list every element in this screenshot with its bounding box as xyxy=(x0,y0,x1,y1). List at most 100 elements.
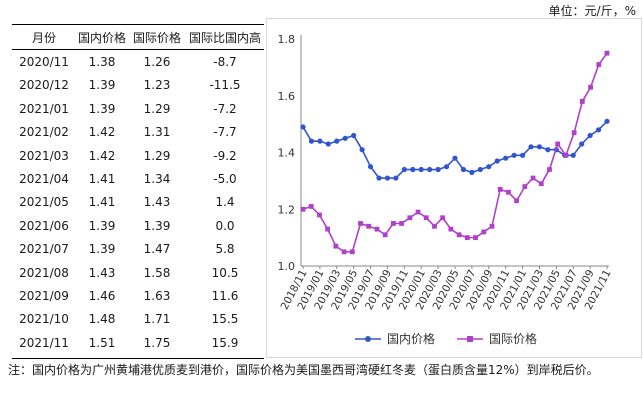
cell-domestic: 1.39 xyxy=(88,218,116,233)
data-point-international xyxy=(604,50,610,56)
table-row: 2021/06 1.39 1.39 0.0 xyxy=(12,217,264,242)
cell-domestic: 1.46 xyxy=(88,289,116,303)
cell-diff: 11.6 xyxy=(211,289,239,303)
table-row: 2021/11 1.51 1.75 15.9 xyxy=(12,334,264,359)
data-point-domestic xyxy=(308,138,315,144)
data-point-domestic xyxy=(545,147,551,153)
y-tick-label: 1.8 xyxy=(278,33,296,46)
data-point-domestic xyxy=(536,144,543,150)
data-point-international xyxy=(473,235,478,241)
cell-month: 2021/01 xyxy=(19,101,69,116)
data-point-international xyxy=(530,175,536,181)
cell-month: 2021/05 xyxy=(19,195,69,210)
cell-international: 1.34 xyxy=(143,172,171,186)
cell-domestic: 1.42 xyxy=(88,125,116,140)
data-point-international xyxy=(333,243,339,249)
data-point-international xyxy=(547,167,552,172)
table-row: 2021/08 1.43 1.58 10.5 xyxy=(12,264,264,289)
y-tick-label: 1.6 xyxy=(278,90,296,103)
data-point-international xyxy=(440,215,446,221)
data-point-international xyxy=(358,221,363,226)
cell-diff: 0.0 xyxy=(215,218,235,233)
data-point-domestic xyxy=(460,166,467,173)
legend-marker xyxy=(467,336,473,342)
data-point-domestic xyxy=(300,124,306,130)
data-point-international xyxy=(349,249,355,255)
cell-month: 2021/03 xyxy=(19,148,69,163)
data-point-international xyxy=(423,215,429,221)
cell-international: 1.43 xyxy=(143,195,171,210)
data-point-domestic xyxy=(376,175,382,181)
cell-international: 1.29 xyxy=(143,148,171,163)
data-point-domestic xyxy=(477,166,483,173)
table-row: 2020/11 1.38 1.26 -8.7 xyxy=(12,53,264,78)
cell-international: 1.23 xyxy=(143,78,171,93)
header-domestic: 国内价格 xyxy=(77,31,126,45)
data-point-domestic xyxy=(494,158,500,164)
chart-area: 1.0 1.2 1.4 1.6 1.8 2018/11 2019/01 2019/03 2019… xyxy=(266,18,642,358)
data-point-international xyxy=(464,235,470,241)
y-tick-label: 1.0 xyxy=(278,260,296,273)
cell-diff: -8.7 xyxy=(213,55,237,69)
cell-international: 1.31 xyxy=(143,125,171,140)
data-point-international xyxy=(308,204,314,209)
header-international: 国际价格 xyxy=(132,31,181,45)
cell-diff: -5.0 xyxy=(213,172,237,186)
data-point-domestic xyxy=(486,164,492,170)
cell-month: 2021/07 xyxy=(19,242,69,257)
cell-diff: -11.5 xyxy=(209,78,241,93)
cell-domestic: 1.48 xyxy=(88,312,116,327)
footnote: 注：国内价格为广州黄埔港优质麦到港价，国际价格为美国墨西哥湾硬红冬麦（蛋白质含量… xyxy=(8,363,599,377)
cell-domestic: 1.38 xyxy=(88,55,116,69)
cell-domestic: 1.41 xyxy=(88,195,116,210)
cell-international: 1.29 xyxy=(143,101,171,116)
data-point-domestic xyxy=(435,166,441,173)
cell-month: 2021/04 xyxy=(19,172,69,186)
data-point-domestic xyxy=(427,166,433,173)
cell-international: 1.58 xyxy=(143,265,171,280)
data-point-domestic xyxy=(325,141,331,147)
cell-diff: -7.2 xyxy=(213,101,237,116)
cell-diff: -7.7 xyxy=(213,125,237,140)
data-point-international xyxy=(588,84,593,90)
table-row: 2021/02 1.42 1.31 -7.7 xyxy=(12,123,264,148)
data-point-domestic xyxy=(342,135,348,141)
data-point-domestic xyxy=(443,164,450,170)
data-point-international xyxy=(366,223,372,229)
cell-domestic: 1.42 xyxy=(88,148,116,163)
data-point-international xyxy=(341,249,347,255)
legend-marker xyxy=(365,336,371,342)
data-point-international xyxy=(407,215,413,221)
table-header: 月份 国内价格 国际价格 国际比国内高 xyxy=(12,29,264,50)
data-point-international xyxy=(571,130,577,136)
data-point-international xyxy=(374,226,380,232)
data-point-international xyxy=(489,223,495,229)
data-point-international xyxy=(456,232,462,238)
data-point-domestic xyxy=(595,127,602,133)
table-row: 2021/07 1.39 1.47 5.8 xyxy=(12,240,264,265)
data-point-domestic xyxy=(410,166,416,173)
price-table: 月份 国内价格 国际价格 国际比国内高 2020/11 1.38 1.26 -8.7 2… xyxy=(12,24,264,359)
table-row: 2021/09 1.46 1.63 11.6 xyxy=(12,287,264,312)
data-point-international xyxy=(522,184,528,189)
cell-diff: 15.9 xyxy=(211,335,239,350)
data-point-international xyxy=(514,198,520,204)
data-point-domestic xyxy=(334,138,340,144)
cell-international: 1.63 xyxy=(143,289,171,303)
data-point-domestic xyxy=(351,132,357,139)
table-row: 2021/03 1.42 1.29 -9.2 xyxy=(12,147,264,172)
data-point-international xyxy=(415,209,421,215)
cell-month: 2021/02 xyxy=(19,125,69,140)
header-month: 月份 xyxy=(31,31,56,45)
cell-domestic: 1.43 xyxy=(88,265,116,280)
data-point-international xyxy=(579,99,585,104)
cell-month: 2021/08 xyxy=(19,265,69,280)
cell-month: 2021/09 xyxy=(19,289,69,303)
data-point-international xyxy=(596,62,602,67)
y-tick-label: 1.2 xyxy=(278,203,296,216)
data-point-international xyxy=(432,223,437,229)
data-point-domestic xyxy=(570,152,576,158)
line-chart: 1.01.21.41.61.82018/112019/012019/032019… xyxy=(278,33,614,346)
data-point-international xyxy=(399,221,404,226)
data-point-international xyxy=(506,189,511,195)
